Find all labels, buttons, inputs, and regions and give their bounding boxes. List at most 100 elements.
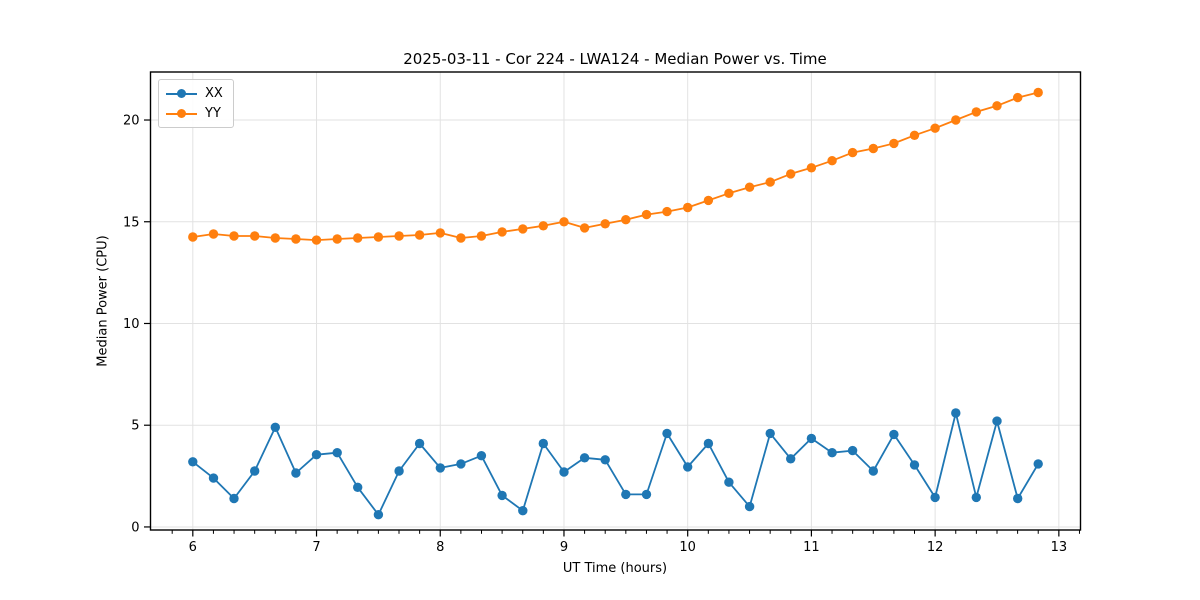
series-xx-point	[951, 408, 961, 418]
series-yy-point	[435, 228, 445, 238]
series-xx-point	[1033, 459, 1043, 469]
series-xx-point	[992, 416, 1002, 426]
series-yy-point	[951, 115, 961, 125]
series-yy-point	[538, 221, 548, 231]
series-xx-point	[394, 466, 404, 476]
series-xx-point	[724, 477, 734, 487]
series-yy-line	[192, 91, 1039, 242]
series-xx-point	[414, 438, 425, 449]
series-xx-point	[930, 492, 940, 503]
series-yy-point	[559, 217, 569, 227]
y-tick-label: 0	[131, 520, 139, 535]
series-yy-point	[786, 169, 796, 179]
series-yy-point	[703, 195, 714, 206]
series-xx-point	[641, 489, 652, 500]
series-yy-point	[621, 215, 631, 225]
x-tick-label: 12	[927, 540, 944, 555]
series-yy-point	[497, 227, 507, 237]
series-yy-point	[456, 233, 466, 243]
series-xx-point	[847, 445, 858, 456]
series-xx-point	[188, 457, 198, 467]
legend-entry-yy: YY	[166, 105, 223, 122]
chart-title: 2025-03-11 - Cor 224 - LWA124 - Median P…	[403, 50, 827, 68]
series-xx-point	[806, 433, 817, 444]
series-xx-point	[971, 492, 981, 503]
series-yy-point	[662, 206, 672, 217]
series-xx-point	[518, 506, 528, 516]
legend-label-xx: XX	[205, 86, 223, 101]
series-yy-point	[291, 234, 301, 244]
series-xx-point	[868, 466, 878, 476]
series-xx-point	[353, 482, 363, 492]
y-tick-label: 15	[123, 215, 140, 230]
series-yy-point	[992, 101, 1002, 111]
series-yy-point	[641, 209, 652, 220]
series-yy-point	[1033, 87, 1043, 98]
y-tick-label: 20	[123, 114, 140, 129]
series-yy-point	[683, 202, 693, 213]
series-yy-point	[394, 231, 404, 241]
series-yy-point	[827, 156, 837, 166]
series-xx-point	[662, 428, 672, 439]
y-tick-label: 10	[123, 317, 140, 332]
series-yy-point	[311, 235, 322, 245]
x-tick-label: 7	[312, 540, 320, 555]
series-xx-point	[208, 473, 219, 483]
series-yy-point	[806, 163, 817, 173]
legend-line-marker-icon	[166, 108, 197, 119]
series-yy-point	[414, 230, 425, 240]
x-tick-label: 13	[1051, 540, 1068, 555]
series-yy-point	[847, 147, 858, 158]
series-yy-point	[208, 229, 219, 239]
series-xx-point	[786, 454, 796, 464]
series-xx-point	[889, 429, 899, 440]
legend-line-marker-icon	[166, 88, 197, 99]
series-xx-point	[270, 422, 280, 432]
series-xx-point	[476, 451, 487, 461]
series-yy-point	[724, 188, 734, 198]
series-yy-point	[518, 224, 528, 234]
series-xx-point	[291, 468, 301, 478]
y-axis-label: Median Power (CPU)	[95, 235, 111, 367]
x-tick-label: 11	[803, 540, 820, 555]
series-xx-point	[311, 450, 322, 460]
series-yy-point	[868, 143, 878, 154]
series-yy-point	[373, 232, 384, 242]
series-yy-point	[579, 223, 590, 233]
series-xx-point	[538, 438, 548, 449]
series-xx-point	[250, 466, 260, 476]
legend-label-yy: YY	[205, 106, 221, 121]
x-tick-label: 10	[679, 540, 696, 555]
series-xx-point	[456, 459, 466, 469]
series-xx-point	[559, 467, 569, 477]
legend-entry-xx: XX	[166, 85, 223, 102]
series-yy-point	[353, 233, 363, 243]
x-axis-label: UT Time (hours)	[562, 561, 668, 576]
series-xx-point	[683, 462, 693, 472]
series-yy-point	[476, 231, 487, 241]
series-yy-point	[930, 123, 940, 133]
series-yy-point	[229, 231, 239, 241]
series-xx-point	[765, 428, 775, 439]
series-yy-point	[744, 182, 755, 192]
series-yy-point	[1013, 92, 1023, 103]
series-xx-point	[435, 463, 445, 473]
series-xx-point	[332, 448, 342, 458]
series-xx-point	[744, 501, 755, 512]
series-xx-point	[373, 510, 384, 520]
series-yy-point	[270, 233, 280, 243]
plot-border	[149, 71, 1082, 531]
series-yy-point	[332, 234, 342, 244]
series-xx-point	[827, 448, 837, 458]
series-yy-point	[889, 138, 899, 149]
series-xx-point	[229, 493, 239, 504]
series-xx-point	[703, 438, 714, 449]
series-yy-point	[250, 231, 260, 241]
series-yy-point	[188, 232, 198, 242]
legend: XX YY	[158, 79, 234, 128]
x-tick-label: 9	[560, 540, 568, 555]
series-yy-point	[765, 177, 775, 187]
x-tick-label: 8	[436, 540, 444, 555]
